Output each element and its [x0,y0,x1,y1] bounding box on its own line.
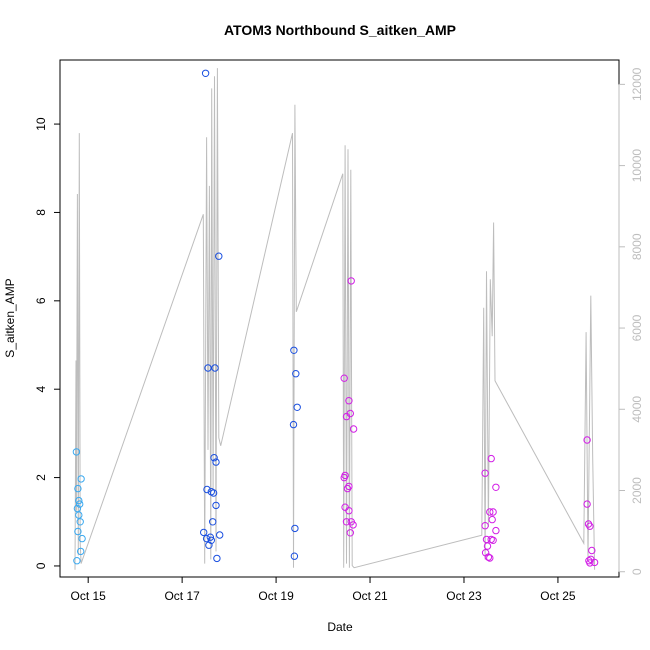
data-point [77,475,85,483]
data-point [583,500,591,508]
x-tick-label: Oct 23 [446,589,482,603]
data-point [486,554,494,562]
data-point [588,546,596,555]
plot-frame [59,59,620,578]
data-point [345,397,353,405]
data-point [349,521,357,529]
data-point [213,554,221,563]
data-point [492,483,500,491]
data-point [211,364,219,372]
data-point [293,403,301,411]
data-point [590,558,599,567]
data-point [347,277,355,285]
data-point [484,553,493,561]
data-point [349,425,358,433]
y-tick-label: 6 [34,297,48,304]
data-point [201,69,210,78]
data-point [202,534,211,543]
data-point [77,547,85,556]
data-point [492,526,500,535]
data-point [486,508,494,516]
data-point [210,454,218,462]
right-tick-label: 0 [630,568,644,575]
right-tick-label: 12000 [630,67,644,101]
x-tick-label: Oct 15 [71,589,107,603]
axes-layer: 0 2 4 6 8 10 0 2000 4000 6000 8000 10000 12000 Oct 15… [34,67,644,603]
data-point [291,524,299,533]
data-point [481,522,489,530]
data-point [74,484,82,493]
data-point [586,559,594,567]
data-point [340,374,348,382]
data-point [489,508,497,516]
y-tick-label: 8 [34,209,48,216]
secondary-series-line [74,68,596,570]
data-point [481,469,489,477]
data-point [212,458,220,466]
data-point [216,531,224,539]
data-point [289,420,298,429]
data-point [346,529,354,537]
data-point [341,503,349,511]
data-point [345,482,353,491]
data-point [340,473,348,482]
data-point [72,448,81,456]
data-point [488,515,496,524]
data-point [78,534,86,543]
data-point [75,496,83,505]
data-point [345,507,353,515]
data-point [483,542,492,550]
right-tick-label: 4000 [630,396,644,423]
right-tick-label: 2000 [630,477,644,504]
x-tick-label: Oct 21 [352,589,388,603]
data-point [487,454,495,463]
x-tick-label: Oct 19 [258,589,294,603]
y-tick-label: 2 [34,474,48,481]
chart-title: ATOM3 Northbound S_aitken_AMP [224,22,456,38]
right-tick-label: 8000 [630,233,644,260]
data-point [290,552,299,560]
data-point [342,518,351,526]
data-point [74,527,82,536]
data-point [73,557,81,565]
data-point [76,500,84,508]
points-layer [72,69,599,567]
data-point [205,541,213,549]
y-tick-label: 10 [34,117,48,131]
y-axis-label: S_aitken_AMP [3,278,17,357]
data-point [290,346,298,354]
data-point [586,522,594,530]
data-point [489,536,497,544]
data-point [292,370,300,378]
data-point [209,518,217,526]
data-point [583,436,591,444]
data-point [204,364,212,372]
data-point [346,409,354,418]
data-point [343,484,352,493]
data-point [212,501,220,510]
data-point [75,511,83,519]
x-tick-label: Oct 25 [540,589,576,603]
data-point [206,533,215,541]
y-tick-label: 0 [34,562,48,569]
data-point [209,489,218,497]
data-point [200,528,208,537]
right-tick-label: 6000 [630,314,644,341]
x-axis-label: Date [327,620,353,634]
secondary-series-layer [74,68,596,570]
data-point [76,518,84,526]
data-point [584,520,593,528]
data-point [215,252,223,260]
y-tick-label: 4 [34,386,48,393]
data-point [203,485,211,494]
x-tick-label: Oct 17 [164,589,200,603]
right-tick-label: 10000 [630,149,644,183]
